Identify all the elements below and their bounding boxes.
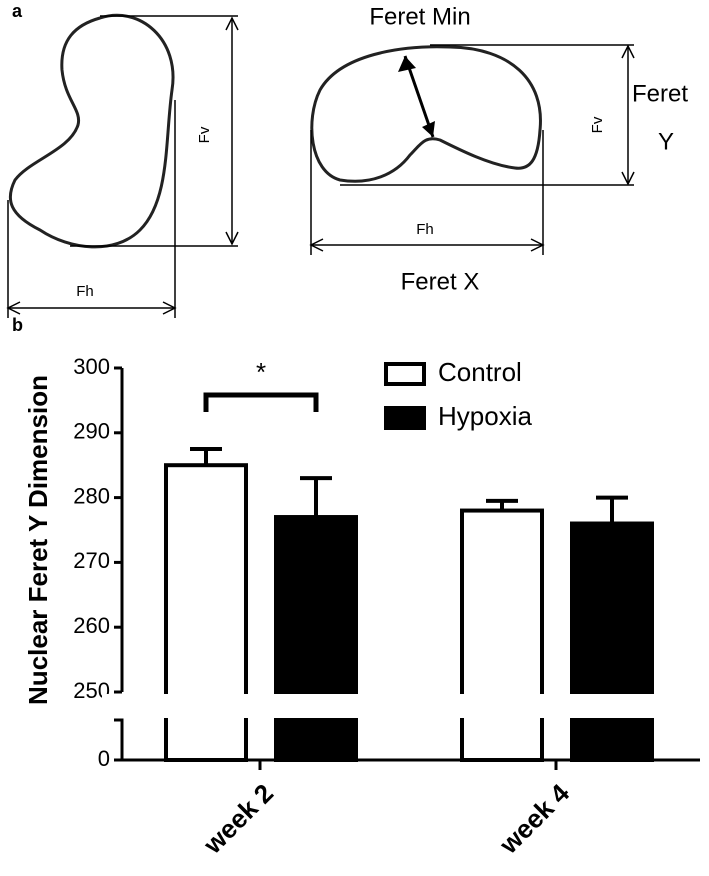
dimension-label: Fh: [416, 221, 434, 238]
dimension-label: Fv: [196, 126, 213, 143]
y-tick-label: 280: [73, 483, 110, 508]
dimension-label: Fh: [76, 283, 94, 300]
error-bar: [190, 447, 222, 466]
error-bar: [486, 498, 518, 511]
y-axis: [114, 718, 124, 760]
bar: [570, 521, 654, 763]
x-tick-label: week 4: [493, 778, 576, 861]
axis-break-gap: [102, 694, 700, 718]
nucleus-outline: [8, 13, 175, 249]
significance-bracket: [203, 392, 319, 412]
error-bar: [596, 495, 628, 524]
panel-a: a Fv Fh Fv Fh Feret Min: [6, 1, 688, 318]
bar: [460, 508, 544, 762]
y-axis-label: Nuclear Feret Y Dimension: [23, 375, 53, 705]
significance-label: *: [256, 357, 266, 387]
y-tick-label: 260: [73, 613, 110, 638]
dimension-label: Fv: [589, 116, 606, 133]
y-tick-label: 290: [73, 419, 110, 444]
legend-label: Control: [438, 357, 522, 387]
feret-y-label: Feret: [632, 80, 688, 107]
legend-label: Hypoxia: [438, 401, 532, 431]
y-tick-label: 0: [98, 746, 110, 771]
legend-swatch: [384, 406, 426, 430]
dimension-lines: [309, 44, 635, 255]
legend-swatch: [384, 362, 426, 386]
nucleus-outline: [310, 45, 542, 183]
panel-label: a: [12, 1, 23, 21]
error-bar: [300, 476, 332, 518]
bar: [274, 515, 358, 762]
x-tick-label: week 2: [197, 778, 279, 860]
feret-x-label: Feret X: [401, 268, 480, 295]
y-tick-label: 270: [73, 548, 110, 573]
dimension-lines: [6, 15, 239, 318]
y-tick-label: 300: [73, 354, 110, 379]
feret-min-label: Feret Min: [369, 3, 470, 30]
panel-label: b: [12, 315, 23, 335]
feret-y-label: Y: [658, 128, 674, 155]
